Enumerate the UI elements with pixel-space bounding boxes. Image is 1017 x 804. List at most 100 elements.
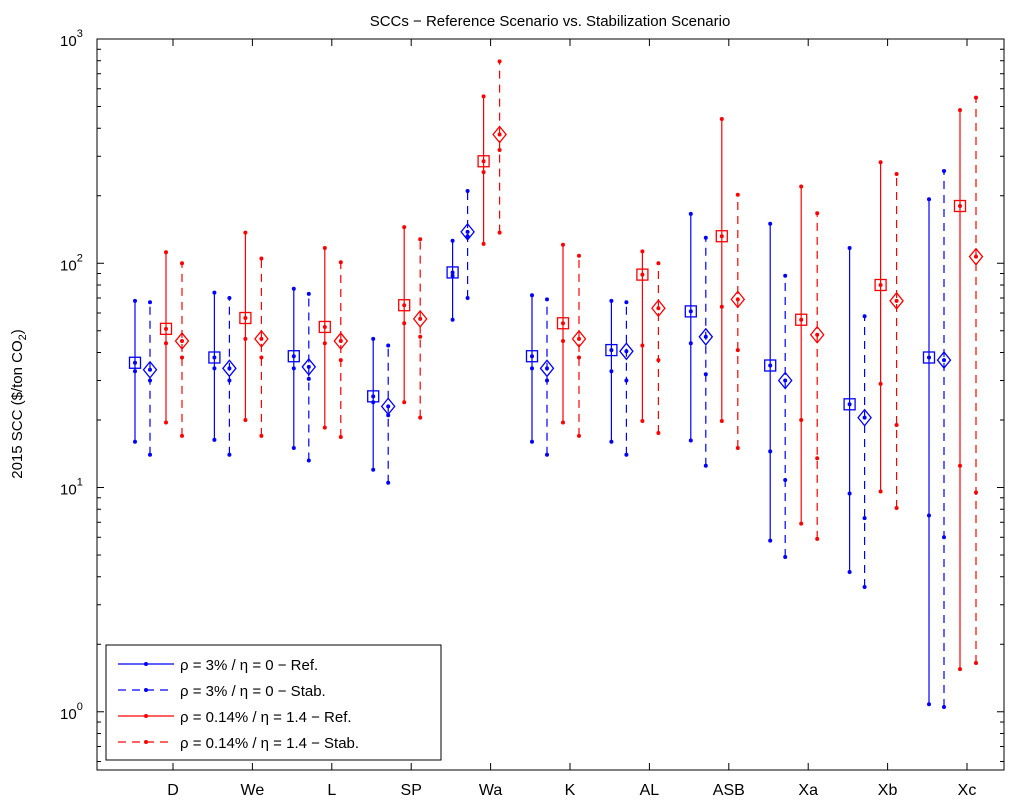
percentile-dot bbox=[799, 418, 804, 423]
percentile-dot bbox=[243, 230, 248, 235]
diamond-marker bbox=[571, 329, 587, 348]
percentile-dot bbox=[768, 538, 773, 543]
legend-label: ρ = 0.14% / η = 1.4 − Ref. bbox=[180, 709, 352, 726]
percentile-dot bbox=[783, 478, 788, 483]
percentile-dot bbox=[386, 404, 391, 409]
y-axis-label-sub: 2 bbox=[17, 334, 29, 340]
percentile-dot bbox=[847, 491, 852, 496]
legend-dot bbox=[144, 662, 148, 666]
percentile-dot bbox=[735, 348, 740, 353]
legend: ρ = 3% / η = 0 − Ref. ρ = 3% / η = 0 − St… bbox=[105, 644, 442, 761]
percentile-dot bbox=[862, 585, 867, 590]
percentile-dot bbox=[894, 506, 899, 511]
percentile-dot bbox=[164, 420, 168, 425]
percentile-dot bbox=[624, 452, 629, 457]
square-marker bbox=[128, 356, 142, 369]
percentile-dot bbox=[465, 188, 470, 193]
square-marker bbox=[953, 199, 967, 213]
legend-dot bbox=[144, 714, 148, 718]
percentile-dot bbox=[927, 513, 931, 518]
y-tick-label: 101 bbox=[60, 477, 83, 499]
percentile-dot bbox=[703, 235, 708, 240]
percentile-dot bbox=[688, 341, 693, 346]
percentile-dot bbox=[306, 376, 311, 381]
percentile-dot bbox=[530, 439, 534, 444]
percentile-dot bbox=[703, 463, 708, 468]
percentile-dot bbox=[465, 229, 470, 234]
legend-dot bbox=[144, 740, 148, 744]
percentile-dot bbox=[974, 254, 978, 259]
percentile-dot bbox=[878, 282, 883, 287]
percentile-dot bbox=[561, 420, 565, 425]
percentile-dot bbox=[212, 366, 217, 371]
percentile-dot bbox=[609, 369, 614, 374]
diamond-marker bbox=[301, 357, 317, 376]
percentile-dot bbox=[703, 334, 708, 339]
percentile-dot bbox=[847, 402, 852, 407]
percentile-dot bbox=[656, 358, 661, 363]
percentile-dot bbox=[148, 367, 152, 372]
y-tick-label: 103 bbox=[60, 28, 83, 50]
percentile-dot bbox=[862, 415, 867, 420]
square-marker bbox=[446, 266, 459, 279]
diamond-marker bbox=[698, 327, 714, 346]
percentile-dot bbox=[322, 245, 327, 250]
diamond-marker bbox=[936, 351, 952, 370]
percentile-dot bbox=[386, 480, 391, 485]
percentile-dot bbox=[974, 490, 978, 495]
square-marker bbox=[556, 317, 570, 330]
percentile-dot bbox=[481, 241, 486, 246]
percentile-dot bbox=[338, 339, 343, 344]
percentile-dot bbox=[291, 286, 296, 291]
diamond-marker bbox=[460, 222, 475, 241]
percentile-dot bbox=[942, 705, 946, 710]
x-axis-ticks: D We L SP Wa K AL ASB Xa Xb Xc bbox=[167, 39, 976, 799]
percentile-dot bbox=[530, 366, 534, 371]
percentile-dot bbox=[545, 452, 549, 457]
percentile-dot bbox=[735, 297, 740, 302]
percentile-dot bbox=[371, 394, 376, 399]
percentile-dot bbox=[227, 378, 232, 383]
percentile-dot bbox=[148, 300, 152, 305]
diamond-marker bbox=[222, 359, 237, 378]
y-tick-base: 10 bbox=[60, 706, 77, 723]
percentile-dot bbox=[878, 489, 883, 494]
percentile-dot bbox=[418, 415, 423, 420]
square-marker bbox=[795, 313, 808, 326]
percentile-dot bbox=[243, 418, 248, 423]
percentile-dot bbox=[577, 355, 581, 360]
percentile-dot bbox=[259, 256, 264, 261]
percentile-dot bbox=[815, 456, 820, 461]
percentile-dot bbox=[783, 273, 788, 278]
square-marker bbox=[636, 268, 649, 281]
percentile-dot bbox=[894, 298, 899, 303]
percentile-dot bbox=[768, 449, 773, 454]
x-tick-label: ASB bbox=[713, 782, 745, 799]
percentile-dot bbox=[894, 423, 899, 428]
series-1 bbox=[142, 168, 952, 710]
percentile-dot bbox=[577, 433, 581, 438]
diamond-marker bbox=[809, 325, 825, 344]
x-tick-label: SP bbox=[401, 782, 422, 799]
percentile-dot bbox=[497, 147, 502, 152]
percentile-dot bbox=[465, 295, 470, 300]
percentile-dot bbox=[862, 516, 867, 521]
x-tick-label: Xb bbox=[878, 782, 898, 799]
percentile-dot bbox=[402, 400, 407, 405]
percentile-dot bbox=[815, 332, 820, 337]
percentile-dot bbox=[609, 439, 614, 444]
percentile-dot bbox=[783, 378, 788, 383]
square-marker bbox=[318, 320, 331, 334]
square-marker bbox=[398, 299, 411, 312]
percentile-dot bbox=[497, 59, 502, 64]
percentile-dot bbox=[545, 366, 549, 371]
y-tick-label: 102 bbox=[60, 252, 83, 274]
percentile-dot bbox=[497, 230, 502, 235]
percentile-dot bbox=[418, 334, 423, 339]
square-marker bbox=[764, 359, 777, 372]
y-tick-exponent: 1 bbox=[77, 477, 83, 489]
percentile-dot bbox=[306, 458, 311, 463]
percentile-dot bbox=[609, 298, 614, 303]
percentile-dot bbox=[927, 355, 931, 360]
percentile-dot bbox=[306, 364, 311, 369]
